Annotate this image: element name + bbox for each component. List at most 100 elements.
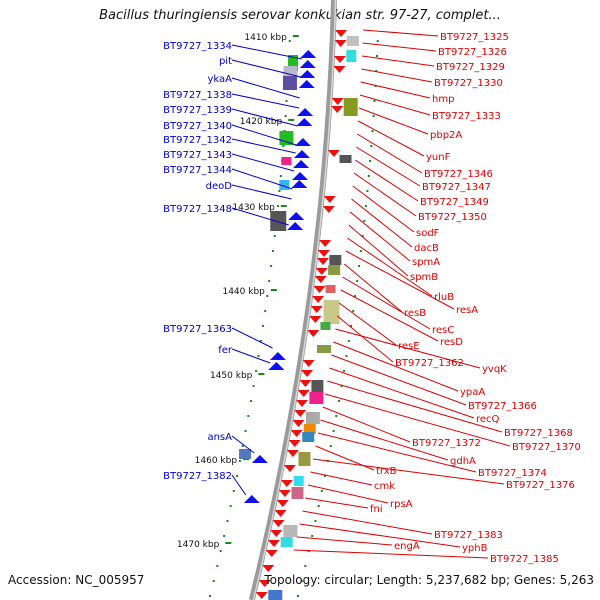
scale-tick-label: 1410 kbp bbox=[244, 33, 287, 43]
right-gene-label: BT9727_1383 bbox=[434, 530, 503, 541]
forward-gene-arrow bbox=[298, 80, 315, 88]
forward-gene-arrow bbox=[251, 455, 268, 463]
guide-dot-right bbox=[370, 145, 373, 147]
left-leader-line bbox=[231, 327, 273, 349]
reverse-gene-block bbox=[291, 487, 304, 499]
left-leader-line bbox=[231, 77, 300, 99]
reverse-gene-arrow bbox=[315, 268, 328, 275]
right-leader-line bbox=[333, 341, 459, 392]
guide-dot-right bbox=[338, 400, 340, 402]
right-gene-label: BT9727_1333 bbox=[432, 111, 501, 122]
map-title: Bacillus thuringiensis serovar konkukian… bbox=[99, 8, 501, 23]
reverse-gene-arrow bbox=[335, 30, 348, 37]
forward-gene-arrow bbox=[299, 70, 316, 78]
reverse-gene-arrow bbox=[314, 276, 327, 283]
guide-dot-right bbox=[347, 340, 350, 342]
guide-dot-right bbox=[356, 280, 359, 282]
reverse-gene-arrow bbox=[270, 530, 283, 537]
left-gene-label: fer bbox=[218, 345, 233, 356]
forward-gene-arrow bbox=[296, 118, 313, 126]
reverse-gene-arrow bbox=[331, 106, 344, 113]
right-gene-label: BT9727_1368 bbox=[504, 428, 573, 439]
reverse-gene-block bbox=[328, 265, 341, 275]
scale-tick-label: 1440 kbp bbox=[222, 287, 265, 297]
reverse-gene-block bbox=[293, 476, 304, 486]
reverse-gene-block bbox=[303, 424, 316, 434]
right-leader-line bbox=[359, 94, 431, 116]
reverse-gene-arrow bbox=[323, 196, 336, 203]
right-leader-line bbox=[307, 484, 389, 504]
right-leader-line bbox=[347, 237, 433, 297]
guide-dot-left bbox=[288, 40, 291, 42]
guide-dot-left bbox=[284, 115, 287, 117]
guide-dot-right bbox=[335, 415, 338, 417]
reverse-gene-arrow bbox=[276, 500, 289, 507]
forward-gene-arrow bbox=[243, 495, 260, 503]
reverse-gene-block bbox=[302, 432, 315, 442]
left-gene-label: BT9727_1342 bbox=[163, 135, 232, 146]
right-gene-label: BT9727_1385 bbox=[490, 554, 559, 565]
right-gene-label: recQ bbox=[476, 414, 500, 425]
left-gene-label: BT9727_1363 bbox=[163, 324, 232, 335]
right-gene-label: gdhA bbox=[450, 456, 476, 467]
right-gene-label: BT9727_1329 bbox=[436, 62, 505, 73]
guide-dot-right bbox=[358, 265, 361, 267]
guide-dot-right bbox=[373, 100, 376, 102]
reverse-gene-block bbox=[309, 392, 324, 404]
forward-gene-arrow bbox=[268, 362, 285, 370]
right-leader-line bbox=[357, 120, 425, 157]
reverse-gene-arrow bbox=[316, 258, 329, 265]
right-gene-label: BT9727_1326 bbox=[438, 47, 507, 58]
right-gene-label: BT9727_1347 bbox=[422, 182, 491, 193]
guide-dot-left bbox=[212, 580, 215, 582]
left-gene-label: ykaA bbox=[207, 74, 232, 85]
right-leader-line bbox=[322, 406, 411, 443]
guide-dot-right bbox=[372, 115, 375, 117]
guide-dot-left bbox=[273, 235, 276, 237]
reverse-gene-block bbox=[339, 155, 352, 163]
guide-dot-left bbox=[279, 175, 282, 177]
reverse-gene-arrow bbox=[268, 540, 281, 547]
right-leader-line bbox=[315, 445, 375, 471]
right-gene-label: sodF bbox=[416, 228, 440, 239]
guide-dot-left bbox=[235, 475, 238, 477]
reverse-gene-arrow bbox=[299, 380, 312, 387]
backbone-line bbox=[248, 0, 337, 600]
guide-dot-left bbox=[259, 340, 262, 342]
guide-dot-right bbox=[376, 40, 379, 42]
guide-dot-right bbox=[371, 130, 374, 132]
forward-gene-arrow bbox=[293, 150, 310, 158]
guide-dot-right bbox=[367, 175, 370, 177]
reverse-gene-arrow bbox=[278, 490, 291, 497]
right-gene-label: BT9727_1366 bbox=[468, 401, 537, 412]
right-leader-line bbox=[362, 42, 437, 52]
reverse-gene-arrow bbox=[333, 56, 346, 63]
right-leader-line bbox=[317, 432, 477, 473]
guide-dot-right bbox=[317, 505, 320, 507]
right-gene-label: BT9727_1346 bbox=[424, 169, 493, 180]
guide-dot-right bbox=[364, 205, 367, 207]
reverse-gene-arrow bbox=[288, 440, 301, 447]
guide-dot-left bbox=[252, 385, 255, 387]
guide-dot-right bbox=[297, 595, 299, 597]
forward-gene-arrow bbox=[293, 160, 310, 168]
right-gene-label: resA bbox=[456, 305, 478, 316]
right-leader-line bbox=[296, 536, 393, 546]
right-leader-line bbox=[358, 107, 429, 135]
right-gene-label: BT9727_1325 bbox=[440, 32, 509, 43]
guide-dot-left bbox=[219, 550, 222, 552]
left-gene-label: ansA bbox=[207, 432, 232, 443]
accession-label: Accession: NC_005957 bbox=[8, 573, 145, 587]
reverse-gene-block bbox=[320, 322, 331, 330]
reverse-gene-block bbox=[329, 255, 342, 265]
right-gene-label: spmB bbox=[410, 272, 438, 283]
right-leader-line bbox=[329, 367, 475, 419]
guide-dot-left bbox=[244, 430, 247, 432]
forward-gene-block bbox=[279, 131, 294, 145]
left-leader-line bbox=[231, 138, 296, 154]
left-gene-label: pit bbox=[219, 56, 232, 67]
right-leader-line bbox=[342, 276, 431, 330]
reverse-gene-block bbox=[298, 452, 311, 466]
reverse-gene-arrow bbox=[322, 206, 335, 213]
reverse-gene-block bbox=[311, 380, 324, 394]
